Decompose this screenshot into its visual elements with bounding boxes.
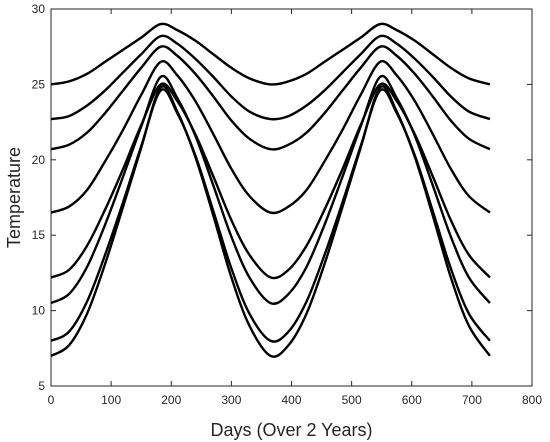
x-tick-label: 800	[522, 393, 542, 407]
y-tick-label: 30	[32, 2, 46, 16]
x-tick-label: 300	[221, 393, 241, 407]
x-tick-label: 500	[342, 393, 362, 407]
y-tick-label: 15	[32, 228, 46, 242]
x-tick-label: 200	[161, 393, 181, 407]
y-tick-label: 10	[32, 304, 46, 318]
y-tick-label: 5	[38, 379, 45, 393]
x-tick-label: 700	[462, 393, 482, 407]
series-line-1	[50, 22, 491, 86]
series-line-3	[50, 45, 491, 151]
x-tick-label: 600	[402, 393, 422, 407]
plot-content	[50, 22, 491, 358]
series-line-6	[50, 74, 491, 305]
x-tick-label: 0	[48, 393, 55, 407]
y-tick-label: 25	[32, 77, 46, 91]
x-axis-label: Days (Over 2 Years)	[210, 420, 372, 440]
x-tick-label: 100	[101, 393, 121, 407]
y-axis-label: Temperature	[4, 147, 24, 248]
series-line-8	[50, 85, 491, 358]
y-tick-label: 20	[32, 153, 46, 167]
x-tick-label: 400	[281, 393, 301, 407]
series-line-2	[50, 34, 491, 121]
series-line-4	[50, 59, 491, 215]
x-axis-ticks: 0 100 200 300 400 500 600 700 800	[48, 9, 542, 407]
y-axis-ticks: 5 10 15 20 25 30	[32, 2, 532, 393]
